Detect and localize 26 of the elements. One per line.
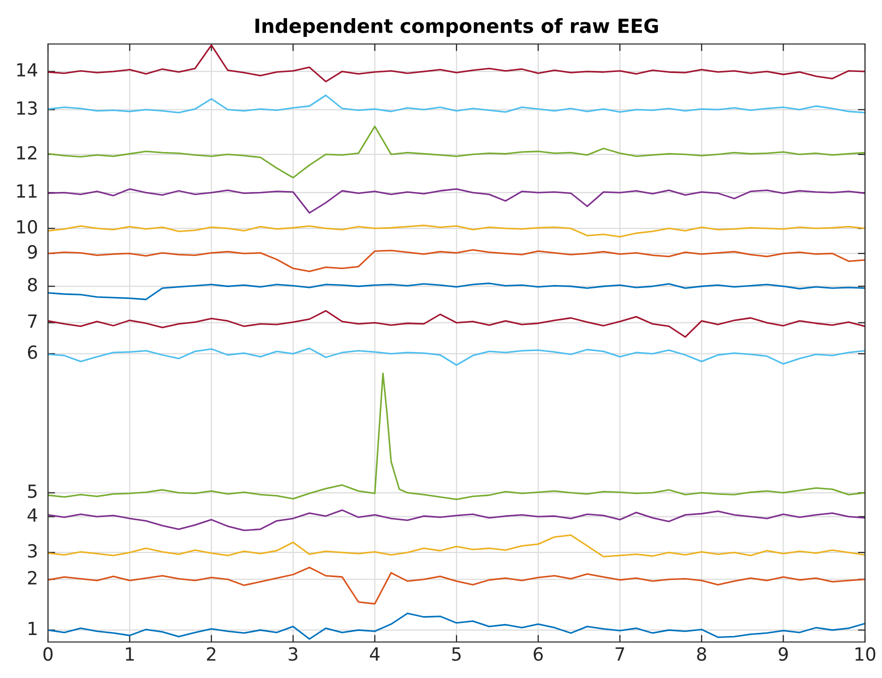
x-tick-label: 1 [126, 647, 134, 661]
series-label: 2 [28, 570, 36, 584]
series-label: 6 [28, 345, 38, 359]
series-label: 3 [28, 544, 37, 558]
series-label: 11 [17, 184, 37, 198]
x-tick-label: 5 [452, 647, 461, 661]
series-label: 9 [28, 245, 37, 259]
series-label: 4 [28, 508, 38, 522]
x-tick-label: 3 [288, 647, 298, 661]
series-label: 1 [28, 622, 37, 636]
x-tick-label: 7 [616, 647, 624, 661]
x-tick-label: 0 [43, 647, 53, 661]
series-label: 14 [17, 63, 38, 76]
x-tick-label: 9 [778, 647, 788, 661]
x-tick-label: 10 [855, 647, 876, 661]
x-tick-label: 6 [534, 647, 543, 661]
series-label: 10 [17, 220, 37, 234]
series-label: 13 [17, 101, 37, 115]
x-tick-label: 8 [697, 647, 706, 661]
chart-title: Independent components of raw EEG [255, 18, 658, 37]
series-label: 7 [28, 314, 37, 328]
series-label: 12 [17, 146, 36, 160]
x-tick-label: 2 [206, 647, 216, 661]
series-label: 8 [28, 278, 37, 292]
x-tick-label: 4 [370, 647, 380, 661]
series-label: 5 [28, 484, 37, 498]
